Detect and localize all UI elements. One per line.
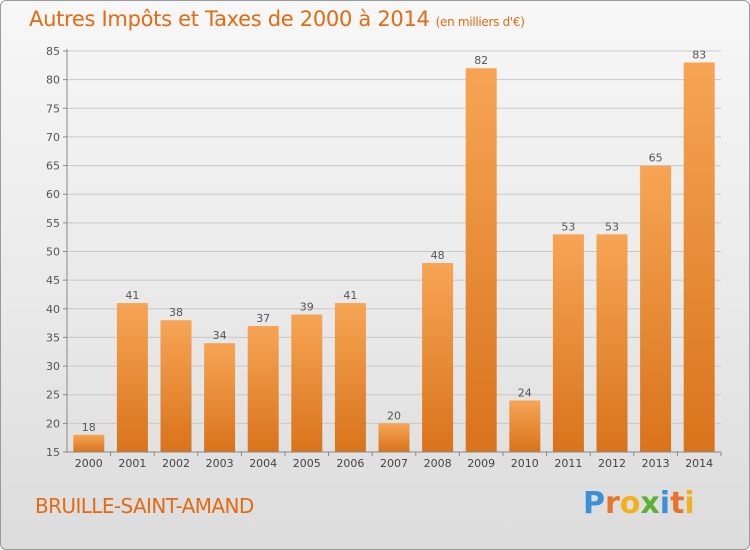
logo-letter: t (670, 486, 685, 521)
x-tick-label: 2012 (598, 457, 626, 470)
y-tick-label: 80 (46, 74, 60, 87)
y-tick-label: 75 (46, 102, 60, 115)
bar (334, 303, 366, 452)
y-tick-label: 25 (46, 389, 60, 402)
x-tick-label: 2001 (118, 457, 146, 470)
bar (552, 234, 584, 452)
x-tick-label: 2013 (642, 457, 670, 470)
bar (204, 343, 236, 452)
y-tick-label: 85 (46, 45, 60, 58)
bar (465, 68, 497, 452)
x-tick-label: 2007 (380, 457, 408, 470)
data-label: 24 (518, 386, 532, 399)
logo-letter: i (659, 486, 671, 521)
data-label: 20 (387, 409, 401, 422)
data-label: 48 (431, 249, 445, 262)
data-label: 41 (343, 289, 357, 302)
bar (596, 234, 628, 452)
bars: 18 41 38 34 37 39 41 20 48 82 24 53 53 65 83 (73, 48, 715, 453)
x-tick-label: 2014 (685, 457, 713, 470)
logo-letter: x (640, 486, 660, 521)
data-label: 83 (692, 48, 706, 61)
y-tick-label: 40 (46, 303, 60, 316)
x-tick-label: 2008 (424, 457, 452, 470)
bar (73, 434, 105, 452)
commune-name: BRUILLE-SAINT-AMAND (35, 494, 254, 518)
y-tick-label: 15 (46, 446, 60, 459)
bar (116, 303, 148, 452)
x-tick-label: 2004 (249, 457, 277, 470)
proxiti-logo: Proxiti (583, 486, 695, 521)
data-label: 53 (605, 220, 619, 233)
axes: 15 20 25 30 35 40 45 50 55 60 65 70 75 80 85 2000 2001 20… (46, 45, 722, 470)
chart-title: Autres Impôts et Taxes de 2000 à 2014 (en… (29, 7, 525, 31)
y-tick-label: 35 (46, 331, 60, 344)
y-tick-label: 65 (46, 160, 60, 173)
bar (509, 400, 541, 452)
chart-unit: (en milliers d'€) (435, 15, 525, 29)
y-tick-label: 50 (46, 246, 60, 259)
bar (247, 325, 279, 452)
bar (683, 62, 715, 452)
x-tick-label: 2003 (206, 457, 234, 470)
x-tick-label: 2002 (162, 457, 190, 470)
data-label: 82 (474, 54, 488, 67)
bar (640, 165, 672, 453)
logo-letter: o (619, 486, 641, 521)
data-label: 34 (213, 329, 227, 342)
logo-letter: P (583, 486, 605, 521)
data-label: 41 (125, 289, 139, 302)
bar (378, 423, 410, 452)
x-tick-label: 2010 (511, 457, 539, 470)
data-label: 65 (649, 152, 663, 165)
data-label: 37 (256, 312, 270, 325)
y-tick-label: 20 (46, 417, 60, 430)
x-tick-label: 2009 (467, 457, 495, 470)
x-tick-label: 2011 (554, 457, 582, 470)
y-tick-label: 70 (46, 131, 60, 144)
logo-letter: r (605, 486, 620, 521)
chart-title-text: Autres Impôts et Taxes de 2000 à 2014 (29, 7, 430, 31)
x-tick-label: 2005 (293, 457, 321, 470)
bar (422, 262, 454, 452)
data-label: 53 (561, 220, 575, 233)
bar (291, 314, 323, 452)
y-tick-label: 60 (46, 188, 60, 201)
y-tick-label: 55 (46, 217, 60, 230)
data-label: 38 (169, 306, 183, 319)
data-label: 18 (82, 421, 96, 434)
x-tick-label: 2000 (75, 457, 103, 470)
x-tick-label: 2006 (336, 457, 364, 470)
logo-letter: i (684, 486, 695, 521)
bar (160, 320, 192, 452)
y-tick-label: 30 (46, 360, 60, 373)
data-label: 39 (300, 301, 314, 314)
y-tick-label: 45 (46, 274, 60, 287)
